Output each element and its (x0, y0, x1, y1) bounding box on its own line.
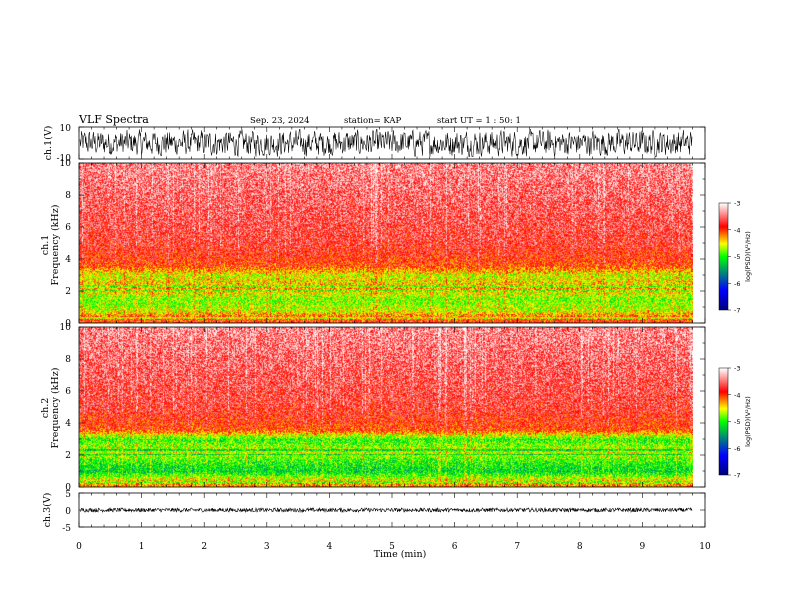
ch1-spectrogram-ylabel-channel: ch.1 (40, 235, 51, 256)
ch2-colorbar-ticks: -3 -4 -5 -6 -7 (728, 365, 740, 480)
figure-title: VLF Spectra (78, 113, 149, 126)
frequency-tick-label: 10 (60, 159, 72, 169)
ch3-ytick-top: 5 (65, 490, 71, 500)
ch3-waveform-trace (79, 506, 693, 514)
time-tick-label: 9 (640, 542, 646, 552)
time-tick-label: 2 (201, 542, 207, 552)
ch3-waveform-frame (78, 492, 706, 528)
time-tick-label: 8 (577, 542, 583, 552)
ch2-spectrogram-frame (78, 326, 706, 488)
ch1-colorbar: -3 -4 -5 -6 -7 log(PSD)(V²/Hz) (718, 200, 752, 315)
frequency-tick-label: 4 (65, 419, 71, 429)
frequency-tick-label: 6 (65, 387, 71, 397)
panel-ch2-spectrogram: ch.2 Frequency (kHz) 0 2 4 6 8 10 (40, 323, 706, 493)
header-start-ut: start UT = 1 : 50: 1 (437, 116, 521, 126)
colorbar-tick-label: -3 (734, 200, 740, 208)
colorbar-tick-label: -6 (734, 280, 740, 288)
frequency-tick-label: 6 (65, 223, 71, 233)
colorbar-tick-label: -4 (734, 226, 740, 234)
colorbar-tick-label: -7 (734, 307, 740, 315)
ch1-ytick-bottom: -10 (57, 154, 72, 164)
ch1-spectrogram-ytick-labels: 0 2 4 6 8 10 (60, 159, 72, 329)
ch2-colorbar-label: log(PSD)(V²/Hz) (744, 396, 752, 447)
ch1-ytick-top: 10 (60, 124, 72, 134)
ch1-colorbar-gradient (719, 203, 728, 310)
ch1-waveform-frame (78, 126, 706, 160)
ch1-spectrogram-axis-ticks (78, 162, 706, 324)
ch1-voltage-ylabel: ch.1(V) (43, 126, 54, 161)
frequency-tick-label: 8 (65, 191, 71, 201)
ch2-colorbar: -3 -4 -5 -6 -7 log(PSD)(V²/Hz) (718, 365, 752, 480)
time-tick-label: 7 (514, 542, 520, 552)
time-axis-label: Time (min) (374, 549, 427, 560)
time-axis-tick-labels: 0 1 2 3 4 5 6 7 8 9 10 (76, 542, 711, 552)
ch2-spectrogram-ytick-labels: 0 2 4 6 8 10 (60, 323, 72, 493)
colorbar-tick-label: -5 (734, 418, 740, 426)
frequency-tick-label: 0 (65, 483, 71, 493)
time-tick-label: 1 (139, 542, 145, 552)
time-tick-label: 5 (389, 542, 395, 552)
colorbar-tick-label: -3 (734, 365, 740, 373)
header-date: Sep. 23, 2024 (250, 116, 310, 126)
panel-ch1-spectrogram: ch.1 Frequency (kHz) 0 2 4 6 8 10 (40, 159, 706, 329)
ch1-colorbar-label: log(PSD)(V²/Hz) (744, 231, 752, 282)
frequency-tick-label: 4 (65, 255, 71, 265)
ch2-spectrogram-ylabel-channel: ch.2 (40, 398, 51, 419)
ch1-spectrogram-frame (78, 162, 706, 324)
ch1-waveform-trace (79, 129, 693, 158)
ch1-spectrogram-image (79, 163, 693, 323)
ch3-ytick-bottom: -5 (62, 524, 71, 534)
time-tick-label: 6 (452, 542, 458, 552)
ch3-axis-ticks (78, 492, 706, 528)
colorbar-tick-label: -4 (734, 391, 740, 399)
time-tick-label: 4 (327, 542, 333, 552)
panel-ch1-waveform: ch.1(V) 10 -10 (43, 124, 706, 164)
frequency-tick-label: 2 (65, 451, 71, 461)
panel-ch3-waveform: ch.3(V) 5 0 -5 (42, 490, 706, 534)
time-tick-label: 3 (264, 542, 270, 552)
time-tick-label: 0 (76, 542, 82, 552)
colorbar-tick-label: -5 (734, 253, 740, 261)
colorbar-tick-label: -7 (734, 472, 740, 480)
frequency-tick-label: 10 (60, 323, 72, 333)
frequency-tick-label: 2 (65, 287, 71, 297)
frequency-tick-label: 0 (65, 319, 71, 329)
time-tick-label: 10 (699, 542, 711, 552)
colorbar-tick-label: -6 (734, 445, 740, 453)
frequency-tick-label: 8 (65, 355, 71, 365)
ch2-spectrogram-ylabel-frequency: Frequency (kHz) (50, 368, 61, 449)
ch2-colorbar-gradient (719, 368, 728, 475)
ch3-ytick-mid: 0 (65, 507, 71, 517)
ch3-voltage-ylabel: ch.3(V) (42, 493, 53, 528)
ch1-colorbar-ticks: -3 -4 -5 -6 -7 (728, 200, 740, 315)
header-station: station= KAP (344, 116, 402, 126)
ch2-spectrogram-image (79, 327, 693, 487)
ch1-spectrogram-ylabel-frequency: Frequency (kHz) (50, 205, 61, 286)
